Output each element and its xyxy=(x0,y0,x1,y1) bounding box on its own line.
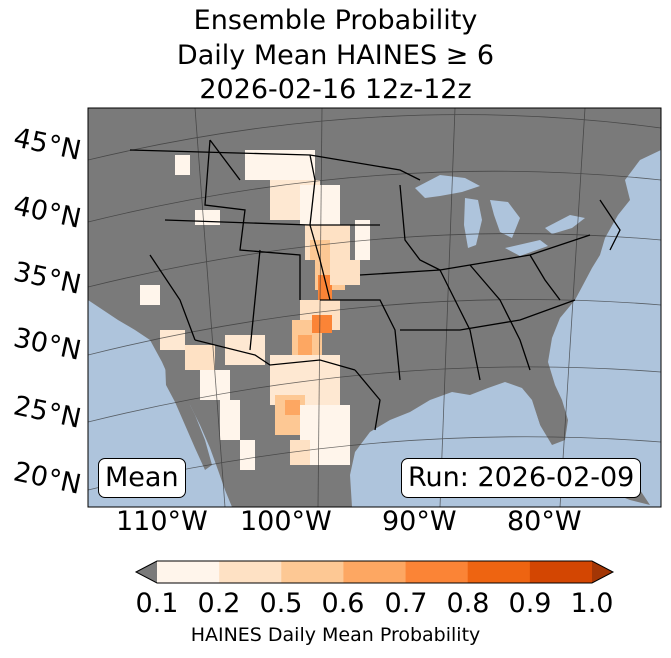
colorbar-tick: 1.0 xyxy=(570,588,614,619)
map-area xyxy=(88,108,661,507)
colorbar-label: HAINES Daily Mean Probability xyxy=(190,624,481,646)
lon-label-100: 100°W xyxy=(240,506,332,537)
colorbar-cell xyxy=(343,561,407,583)
colorbar-cell xyxy=(219,561,282,583)
lon-label-110: 110°W xyxy=(116,506,208,537)
colorbar-cell xyxy=(467,561,531,583)
colorbar-tick: 0.7 xyxy=(384,588,428,619)
political-borders xyxy=(129,139,621,431)
lon-label-90: 90°W xyxy=(382,506,457,537)
colorbar-cell xyxy=(281,561,344,583)
colorbar-tick: 0.2 xyxy=(197,588,241,619)
colorbar-tick: 0.1 xyxy=(135,588,179,619)
lon-label-80: 80°W xyxy=(507,506,582,537)
colorbar-tick: 0.8 xyxy=(446,588,490,619)
colorbar xyxy=(134,560,615,584)
stat-label-box: Mean xyxy=(98,458,186,498)
run-date-box: Run: 2026-02-09 xyxy=(401,458,642,498)
great-lakes xyxy=(415,175,585,256)
map-frame xyxy=(87,107,662,508)
baja-peninsula xyxy=(165,360,212,470)
colorbar-cell xyxy=(157,561,220,583)
colorbar-cell xyxy=(529,561,593,583)
colorbar-under-arrow xyxy=(136,561,157,583)
title-line-3: 2026-02-16 12z-12z xyxy=(199,74,472,105)
colorbar-over-arrow xyxy=(592,561,613,583)
title-line-1: Ensemble Probability xyxy=(193,5,478,36)
title-line-2: Daily Mean HAINES ≥ 6 xyxy=(176,40,495,71)
colorbar-tick: 0.6 xyxy=(321,588,365,619)
colorbar-tick: 0.9 xyxy=(508,588,552,619)
colorbar-cell xyxy=(405,561,469,583)
colorbar-outline xyxy=(134,560,615,584)
colorbar-tick: 0.5 xyxy=(259,588,303,619)
